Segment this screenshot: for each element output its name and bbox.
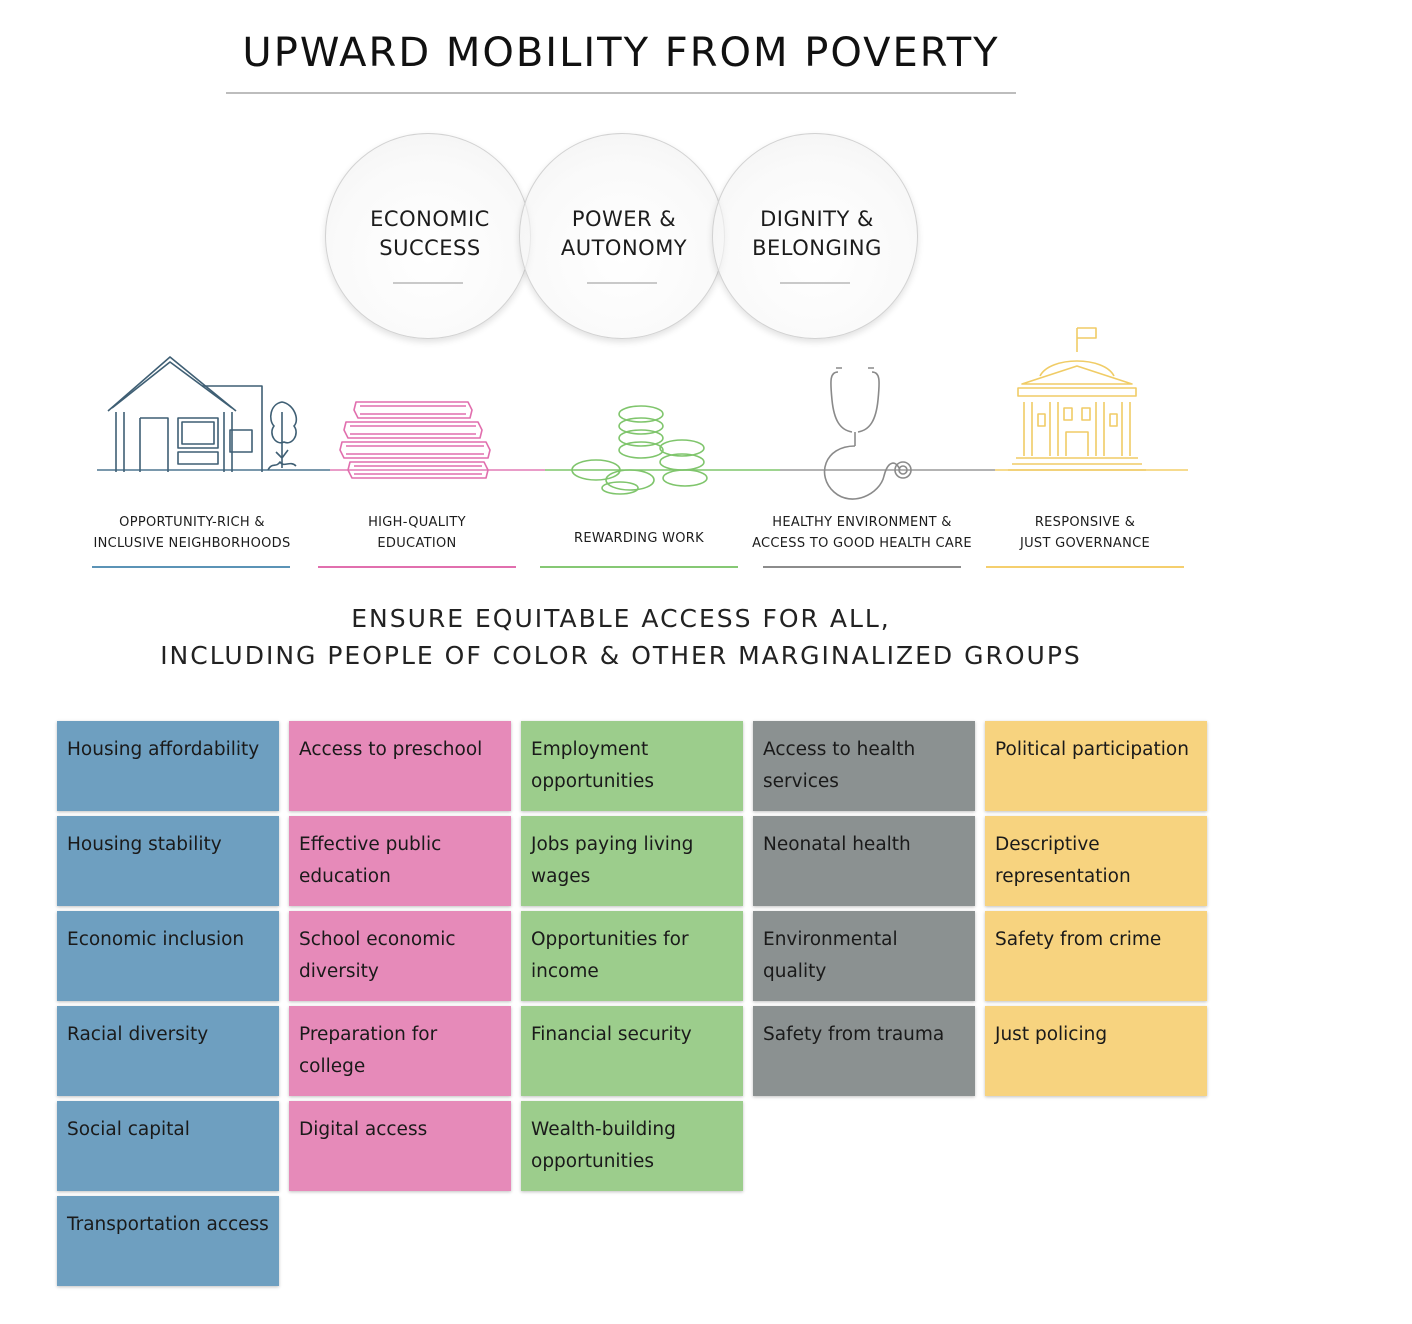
pillar-label-line: RESPONSIVE & [1034, 515, 1136, 530]
metric-cell: Employment opportunities [521, 721, 743, 811]
pillar-rule-governance [986, 566, 1184, 568]
metric-cell: Neonatal health [753, 816, 975, 906]
pillar-label-line: REWARDING WORK [574, 531, 704, 546]
metric-cell: Transportation access [57, 1196, 279, 1286]
title-divider [226, 92, 1016, 94]
pillar-rule-education [318, 566, 516, 568]
metric-cell: Safety from trauma [753, 1006, 975, 1096]
metric-cell: Economic inclusion [57, 911, 279, 1001]
equity-line: ENSURE EQUITABLE ACCESS FOR ALL, [351, 604, 891, 633]
metric-cell: Opportunities for income [521, 911, 743, 1001]
pillar-label-line: JUST GOVERNANCE [1019, 536, 1151, 551]
stethoscope-icon [823, 367, 912, 500]
metric-cell: Access to health services [753, 721, 975, 811]
pillar-label-line: INCLUSIVE NEIGHBORHOODS [93, 536, 291, 551]
circle-underline [780, 282, 850, 284]
pillar-label-line: EDUCATION [377, 536, 457, 551]
metric-cell: Racial diversity [57, 1006, 279, 1096]
pillar-label-line: HEALTHY ENVIRONMENT & [772, 515, 952, 530]
metric-cell: Effective public education [289, 816, 511, 906]
metric-cell: Social capital [57, 1101, 279, 1191]
pillar-label-health: HEALTHY ENVIRONMENT & ACCESS TO GOOD HEA… [742, 512, 982, 554]
metric-cell: Housing affordability [57, 721, 279, 811]
metric-cell: Just policing [985, 1006, 1207, 1096]
coins-icon [571, 405, 708, 495]
equity-line: INCLUDING PEOPLE OF COLOR & OTHER MARGIN… [160, 641, 1082, 670]
pillar-label-line: HIGH-QUALITY [368, 515, 466, 530]
metric-cell: Wealth-building opportunities [521, 1101, 743, 1191]
pillar-label-line: OPPORTUNITY-RICH & [119, 515, 265, 530]
metric-cell: Digital access [289, 1101, 511, 1191]
metric-cell: Financial security [521, 1006, 743, 1096]
equity-statement: ENSURE EQUITABLE ACCESS FOR ALL, INCLUDI… [120, 600, 1122, 674]
capitol-icon [1008, 327, 1146, 471]
pillar-label-education: HIGH-QUALITY EDUCATION [318, 512, 516, 554]
metric-cell: Preparation for college [289, 1006, 511, 1096]
circle-label-dignity-belonging: DIGNITY & BELONGING [752, 207, 882, 260]
pillar-label-governance: RESPONSIVE & JUST GOVERNANCE [986, 512, 1184, 554]
page-title: UPWARD MOBILITY FROM POVERTY [242, 30, 1000, 76]
circle-label-power-autonomy: POWER & AUTONOMY [560, 207, 688, 260]
metric-cell: Descriptive representation [985, 816, 1207, 906]
pillar-label-neighborhoods: OPPORTUNITY-RICH & INCLUSIVE NEIGHBORHOO… [82, 512, 302, 554]
metric-cell: Safety from crime [985, 911, 1207, 1001]
metric-cell: Jobs paying living wages [521, 816, 743, 906]
pillar-rule-neighborhoods [92, 566, 290, 568]
pillar-rule-work [540, 566, 738, 568]
pillar-illustrations [97, 327, 1188, 500]
pillar-label-work: REWARDING WORK [540, 528, 738, 549]
metric-cell: Access to preschool [289, 721, 511, 811]
pillar-label-line: ACCESS TO GOOD HEALTH CARE [752, 536, 972, 551]
metric-cell: Political participation [985, 721, 1207, 811]
circle-label-economic-success: ECONOMIC SUCCESS [370, 207, 490, 260]
metric-cell: Housing stability [57, 816, 279, 906]
metric-cell: Environmental quality [753, 911, 975, 1001]
books-icon [339, 401, 491, 479]
circle-economic-success [325, 133, 531, 339]
circle-dignity-belonging [712, 133, 918, 339]
pillar-rule-health [763, 566, 961, 568]
metric-cell: School economic diversity [289, 911, 511, 1001]
circle-underline [393, 282, 463, 284]
circle-power-autonomy [519, 133, 725, 339]
house-icon [107, 356, 298, 472]
circle-underline [587, 282, 657, 284]
